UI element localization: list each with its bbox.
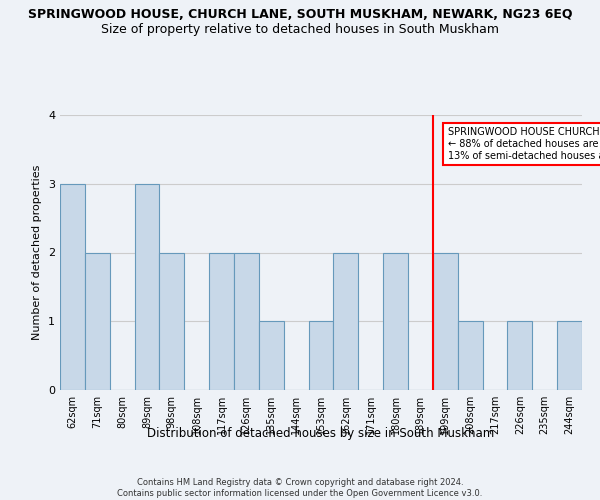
Bar bbox=[160, 252, 184, 390]
Bar bbox=[383, 252, 408, 390]
Bar bbox=[508, 322, 532, 390]
Bar bbox=[85, 252, 110, 390]
Bar bbox=[458, 322, 482, 390]
Bar bbox=[557, 322, 582, 390]
Bar bbox=[433, 252, 458, 390]
Text: Size of property relative to detached houses in South Muskham: Size of property relative to detached ho… bbox=[101, 22, 499, 36]
Bar bbox=[334, 252, 358, 390]
Bar bbox=[209, 252, 234, 390]
Text: SPRINGWOOD HOUSE CHURCH LANE: 197sqm
← 88% of detached houses are smaller (21)
1: SPRINGWOOD HOUSE CHURCH LANE: 197sqm ← 8… bbox=[448, 128, 600, 160]
Bar bbox=[259, 322, 284, 390]
Bar bbox=[234, 252, 259, 390]
Bar bbox=[308, 322, 334, 390]
Bar bbox=[60, 184, 85, 390]
Text: Distribution of detached houses by size in South Muskham: Distribution of detached houses by size … bbox=[148, 428, 494, 440]
Text: Contains HM Land Registry data © Crown copyright and database right 2024.
Contai: Contains HM Land Registry data © Crown c… bbox=[118, 478, 482, 498]
Text: SPRINGWOOD HOUSE, CHURCH LANE, SOUTH MUSKHAM, NEWARK, NG23 6EQ: SPRINGWOOD HOUSE, CHURCH LANE, SOUTH MUS… bbox=[28, 8, 572, 20]
Bar bbox=[134, 184, 160, 390]
Y-axis label: Number of detached properties: Number of detached properties bbox=[32, 165, 43, 340]
